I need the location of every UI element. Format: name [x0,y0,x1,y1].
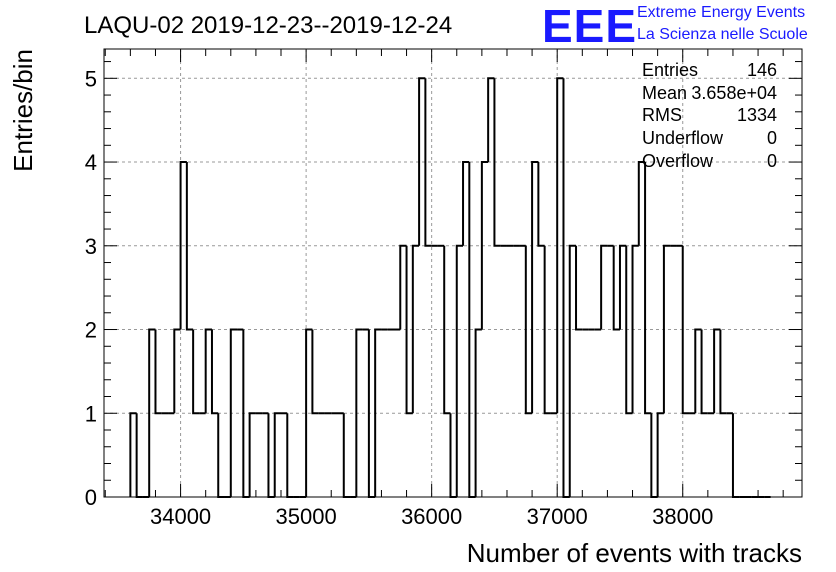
plot-frame [103,48,803,498]
y-tick-label-4: 4 [85,150,97,175]
histogram-bin-90 [694,328,702,414]
logo-line-1: Extreme Energy Events [637,4,805,21]
chart-title: LAQU-02 2019-12-23--2019-12-24 [84,12,452,39]
histogram-bin-64 [531,161,539,414]
histogram-bin-18 [242,329,250,498]
histogram-bin-10 [192,329,200,415]
histogram-bin-77 [612,245,620,331]
logo-line-2: La Scienza nelle Scuole [637,26,808,43]
histogram-bin-39 [374,328,382,497]
x-tick-label-1: 35000 [276,504,337,529]
histogram-bin-78 [618,244,627,330]
histogram-bin-82 [644,162,652,415]
y-axis-title: Entries/bin [8,49,38,172]
y-tick-labels: 0 1 2 3 4 5 [85,66,97,510]
histogram-bin-36 [355,328,363,497]
histogram-bin-71 [575,245,583,331]
histogram-bins [129,77,771,498]
histogram-bin-80 [631,244,639,414]
histogram-bin-1 [135,413,143,498]
stats-value-mean: 3.658e+04 [691,83,777,103]
histogram-bin-50 [443,245,451,415]
x-tick-label-2: 36000 [401,504,462,529]
histogram-bin-25 [286,413,294,498]
histogram-bin-46 [418,77,426,246]
histogram-bin-14 [217,413,225,498]
histogram-bin-3 [148,328,156,497]
histogram-bin-53 [462,161,470,246]
stats-value-entries: 146 [747,60,777,80]
logo-mark: EEE [542,0,637,52]
histogram-bin-9 [185,162,194,331]
histogram-bin-75 [600,244,608,330]
histogram-bin-22 [267,413,275,498]
histogram-bin-8 [179,161,187,330]
histogram-bin-19 [248,412,256,497]
grid-lines [104,49,802,497]
histogram-bin-81 [637,161,646,246]
histogram-bin-68 [556,77,564,414]
histogram-bin-91 [700,329,708,415]
y-tick-label-3: 3 [85,234,97,259]
histogram-bin-52 [455,244,464,497]
histogram-bin-13 [210,329,219,415]
axis-ticks [104,49,802,498]
histogram-bin-51 [449,413,457,498]
histogram-bin-69 [562,78,570,498]
histogram-bin-29 [311,329,319,415]
histogram-bin-63 [524,245,533,415]
stats-label-entries: Entries [642,60,698,80]
stats-label-mean: Mean [642,83,687,103]
histogram-bin-4 [154,329,162,415]
histogram-bin-54 [468,162,476,498]
y-tick-label-2: 2 [85,318,97,343]
histogram-bin-79 [625,245,633,415]
histogram-bin-84 [656,412,664,497]
histogram-bin-23 [273,412,282,497]
histogram-bin-70 [568,244,577,497]
stats-label-overflow: Overflow [642,151,714,171]
histogram-bin-65 [537,162,545,247]
histogram-bin-34 [342,413,351,498]
histogram-bin-28 [305,328,313,497]
stats-value-overflow: 0 [767,151,777,171]
histogram-bin-7 [173,328,181,414]
stats-box: Entries 146 Mean 3.658e+04 RMS 1334 Unde… [642,60,777,171]
histogram-bin-85 [662,244,671,414]
x-tick-label-0: 34000 [150,504,211,529]
histogram-bin-93 [713,328,721,414]
histogram-bin-55 [474,328,482,497]
histogram-bin-44 [405,245,413,415]
histogram-bin-38 [367,329,376,498]
histogram-bin-83 [650,413,658,498]
y-tick-label-5: 5 [85,66,97,91]
stats-value-rms: 1334 [737,105,777,125]
histogram-bin-66 [543,245,551,415]
x-tick-labels: 34000 35000 36000 37000 38000 [150,504,713,529]
histogram-bin-16 [229,328,238,497]
x-tick-label-3: 37000 [527,504,588,529]
y-tick-label-1: 1 [85,401,97,426]
histogram-bin-56 [480,161,489,330]
x-tick-label-4: 38000 [652,504,713,529]
stats-label-underflow: Underflow [642,128,724,148]
eee-logo: EEE Extreme Energy Events La Scienza nel… [542,0,808,52]
stats-value-underflow: 0 [767,128,777,148]
x-axis-title: Number of events with tracks [467,538,802,568]
histogram-bin-43 [399,244,407,330]
histogram-bin-12 [204,328,212,414]
histogram-bin-58 [493,78,501,247]
stats-label-rms: RMS [642,105,682,125]
y-tick-label-0: 0 [85,485,97,510]
histogram-bin-96 [731,413,740,498]
histogram-bin-88 [681,245,690,415]
histogram-bin-57 [487,77,495,163]
histogram-bin-47 [424,78,432,247]
histogram-bin-94 [719,329,727,415]
histogram-bin-0 [129,412,137,497]
histogram-bin-45 [411,244,420,414]
